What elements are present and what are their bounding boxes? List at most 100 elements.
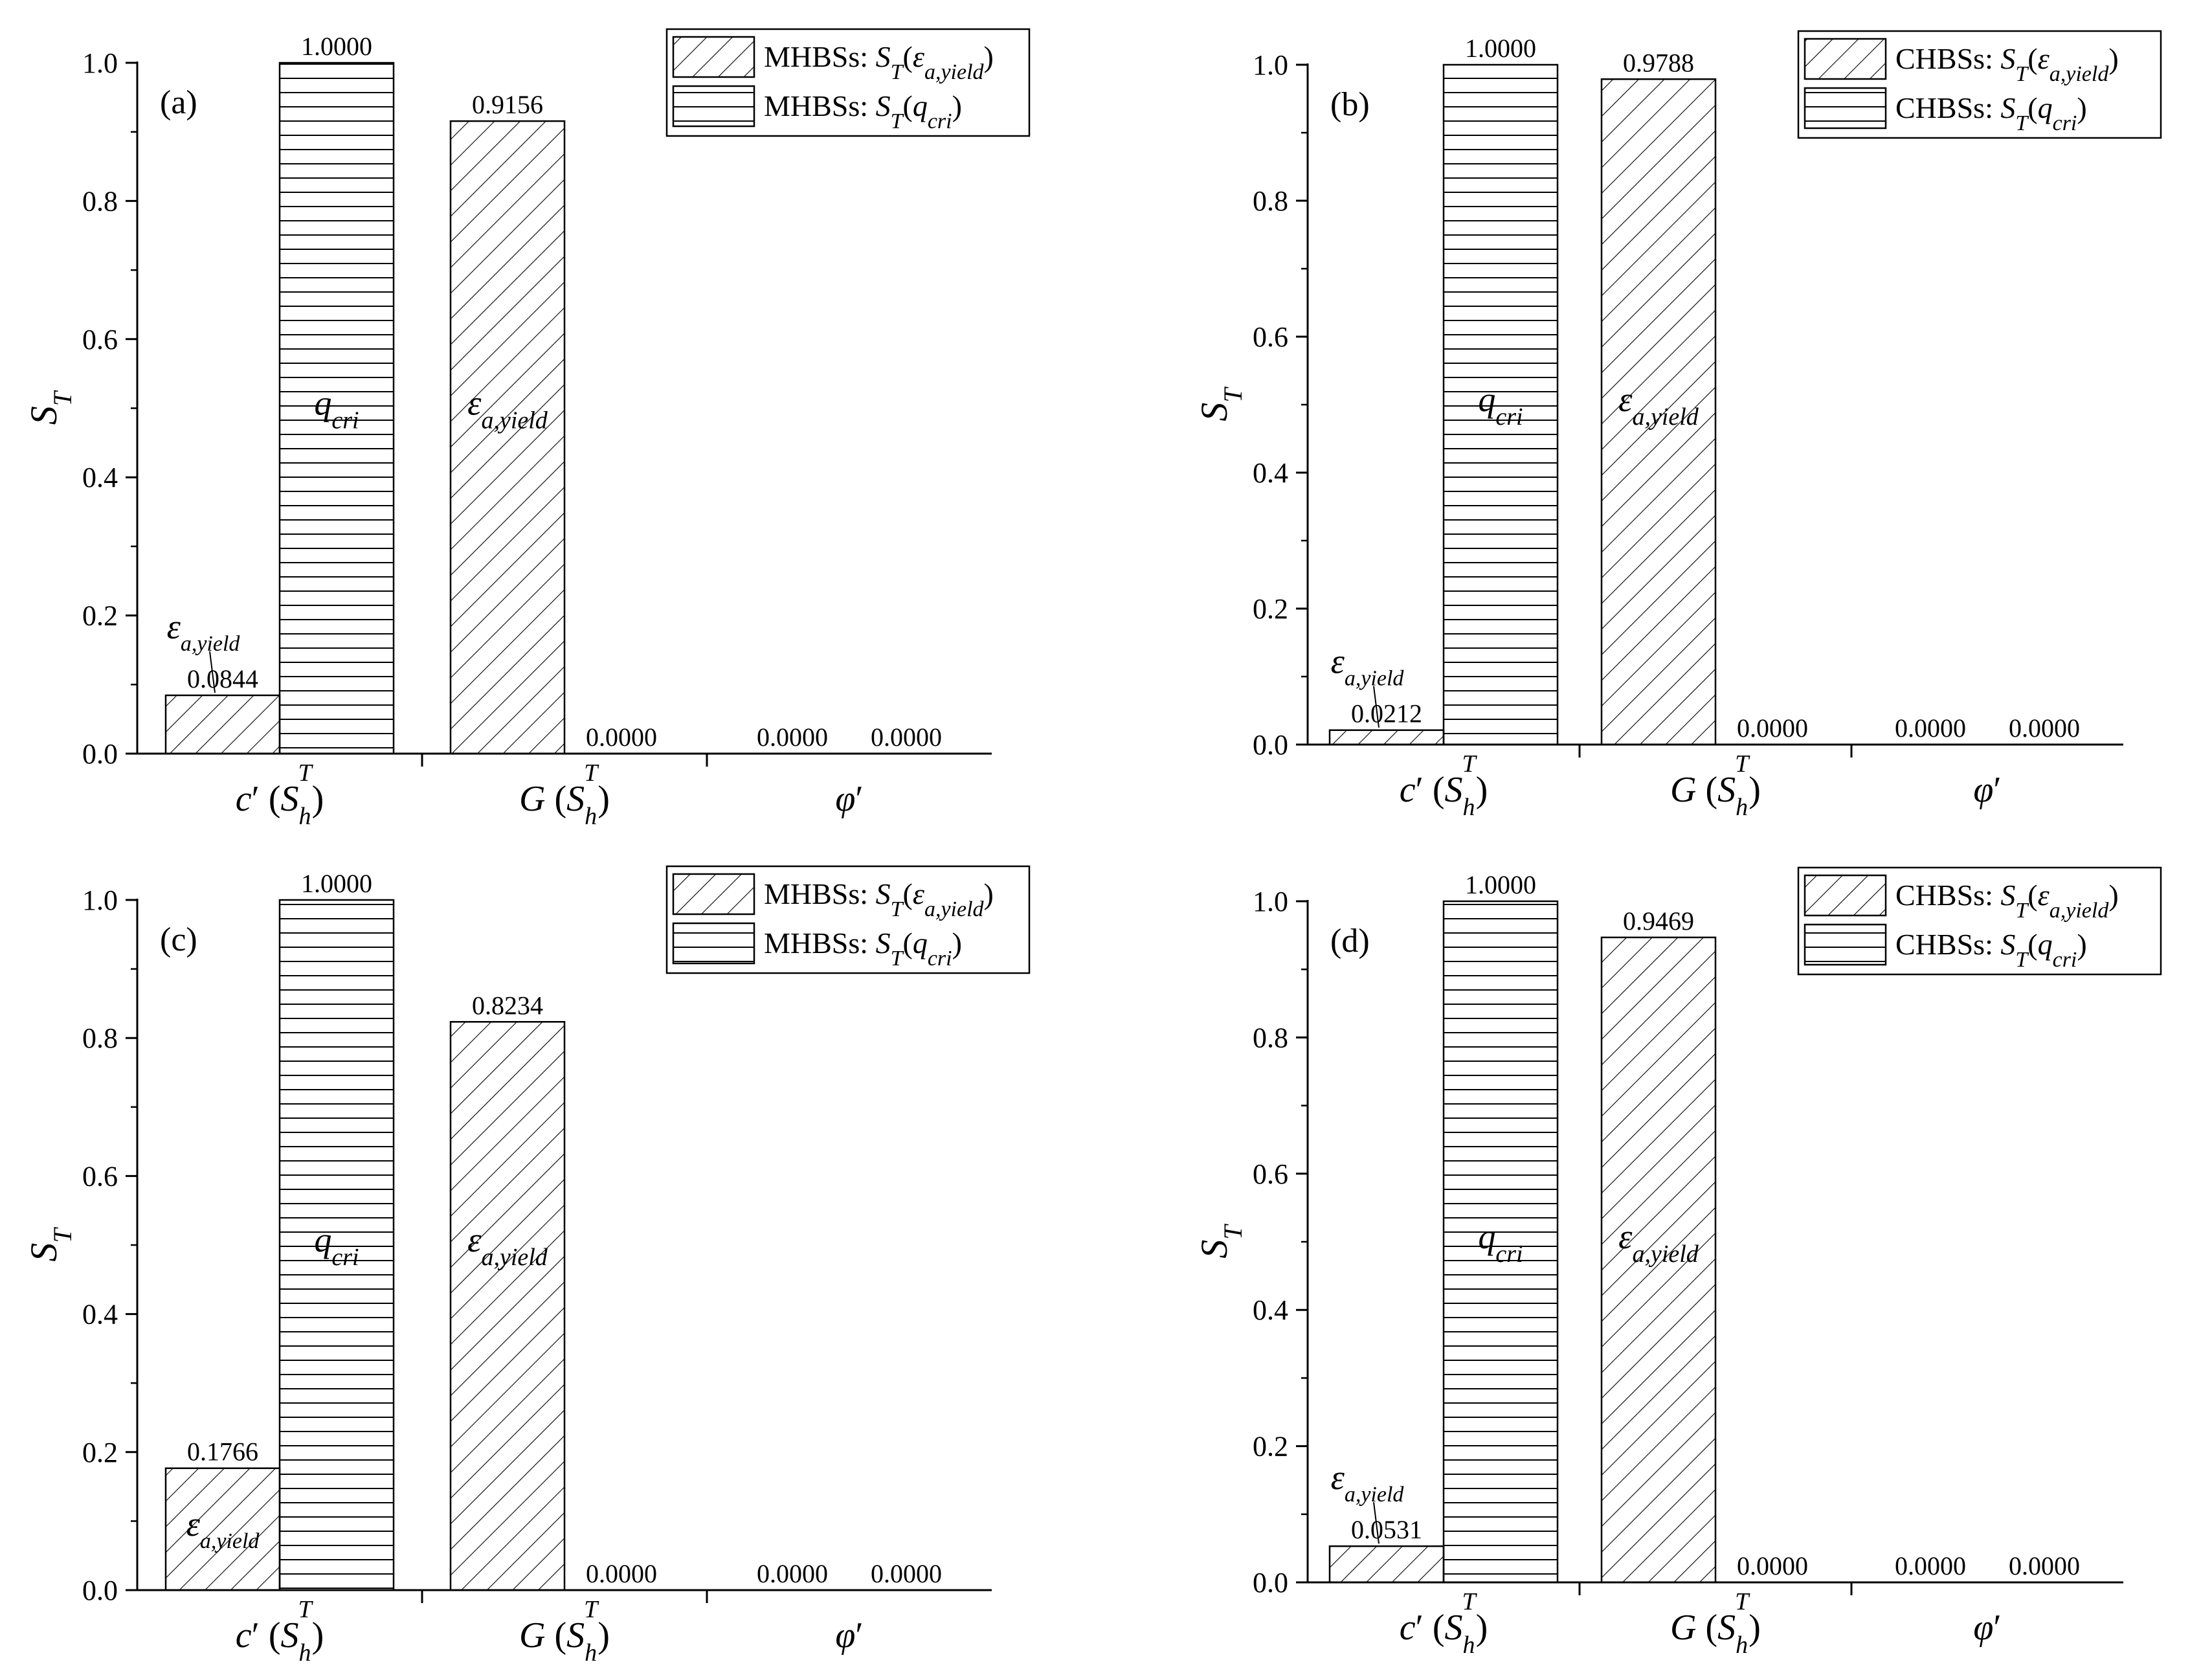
y-tick-label: 0.8: [1253, 1022, 1288, 1053]
data-label: 0.0000: [1737, 713, 1808, 743]
x-tick-label: c′ (ShT): [236, 1596, 324, 1667]
data-label: 0.0000: [1895, 713, 1966, 743]
data-label: 0.0844: [187, 664, 258, 693]
legend-entry: CHBSs: ST(εa,yield): [1895, 879, 2119, 923]
annotation-leader: [1373, 1502, 1380, 1544]
data-label: 1.0000: [1465, 34, 1536, 63]
legend-entry: MHBSs: ST(εa,yield): [764, 40, 994, 84]
data-label: 0.0000: [871, 723, 942, 752]
bar-eps-yield: [164, 694, 281, 755]
y-axis-label: ST: [23, 390, 77, 425]
x-tick-label: φ′: [1973, 1608, 2001, 1648]
bar-q-cri: [278, 62, 395, 755]
bar-q-cri: [1442, 900, 1559, 1584]
x-tick-label: G (ShT): [519, 759, 610, 830]
y-tick-label: 0.8: [82, 185, 118, 217]
bar-eps-yield: [1600, 936, 1717, 1584]
y-tick-label: 0.6: [1253, 1158, 1288, 1190]
y-axis-label: ST: [1193, 387, 1247, 421]
data-label: 0.0000: [586, 723, 657, 752]
annotation-leader: [209, 651, 216, 693]
legend-entry: CHBSs: ST(εa,yield): [1895, 42, 2119, 86]
y-tick-label: 0.4: [82, 462, 118, 493]
y-tick-label: 1.0: [1253, 886, 1288, 917]
chart-panel-d: 0.0 0.2 0.4 0.6 0.8 1.0 ST c′ (ShT) 0.0531 1.0000…: [1193, 866, 2162, 1659]
x-tick-label: c′ (ShT): [236, 759, 324, 830]
bar-eps-yield: [1328, 1545, 1445, 1584]
data-label: 1.0000: [301, 869, 372, 898]
bar-q-cri: [1442, 63, 1559, 746]
x-tick-label: G (ShT): [519, 1596, 610, 1667]
bar-eps-yield: [449, 1021, 566, 1591]
legend-swatch: [672, 85, 755, 128]
x-tick-label: G (ShT): [1670, 1588, 1761, 1659]
y-tick-label: 0.0: [1253, 1567, 1288, 1599]
y-tick-label: 0.4: [82, 1299, 118, 1331]
legend-entry: MHBSs: ST(εa,yield): [764, 877, 994, 921]
bar-q-cri: [278, 899, 395, 1591]
y-tick-label: 0.8: [82, 1022, 118, 1054]
annotation-eps-yield-small: εa,yield: [167, 607, 241, 656]
data-label: 0.0000: [586, 1559, 657, 1588]
data-label: 0.9788: [1623, 48, 1694, 77]
data-label: 0.0000: [757, 723, 828, 752]
chart-panel-b: 0.0 0.2 0.4 0.6 0.8 1.0 ST c′ (ShT) 0.0212 1.0000…: [1193, 30, 2162, 821]
annotation-eps-yield: εa,yield: [467, 384, 548, 434]
annotation-eps-yield: εa,yield: [467, 1220, 548, 1271]
bar-eps-yield: [1328, 729, 1445, 746]
y-tick-label: 0.0: [1253, 729, 1288, 761]
y-tick-label: 0.4: [1253, 457, 1288, 489]
y-tick-label: 0.0: [82, 738, 118, 770]
y-tick-label: 0.6: [82, 1160, 118, 1192]
data-label: 0.0531: [1351, 1515, 1422, 1544]
y-tick-label: 0.2: [1253, 593, 1288, 625]
legend-entry: CHBSs: ST(qcri): [1895, 928, 2087, 972]
legend-swatch: [1804, 87, 1887, 129]
legend-entry: MHBSs: ST(qcri): [764, 89, 962, 133]
legend-entry: MHBSs: ST(qcri): [764, 926, 962, 971]
chart-panel-a: 0.0 0.2 0.4 0.6 0.8 1.0 ST c′ (ShT) 0.0844 1.0000…: [23, 28, 1031, 830]
y-tick-label: 0.2: [1253, 1431, 1288, 1463]
bar-eps-yield: [1600, 78, 1717, 746]
annotation-q-cri: qcri: [1478, 380, 1523, 431]
data-label: 0.0000: [1895, 1551, 1966, 1580]
x-tick-label: c′ (ShT): [1400, 1588, 1488, 1659]
legend-swatch: [672, 922, 755, 965]
bar-eps-yield: [449, 120, 566, 755]
x-tick-label: φ′: [1973, 770, 2001, 810]
annotation-eps-yield: εa,yield: [1618, 380, 1699, 431]
annotation-q-cri: qcri: [314, 384, 359, 434]
data-label: 0.9469: [1623, 906, 1694, 936]
annotation-eps-yield-small: εa,yield: [1331, 1458, 1405, 1507]
data-label: 1.0000: [1465, 870, 1536, 899]
annotation-q-cri: qcri: [314, 1220, 359, 1271]
panel-label: (a): [160, 84, 197, 121]
x-tick-label: G (ShT): [1670, 750, 1761, 821]
y-axis-label: ST: [1193, 1224, 1247, 1259]
data-label: 0.8234: [472, 991, 543, 1020]
y-tick-label: 0.8: [1253, 185, 1288, 217]
annotation-eps-yield: εa,yield: [1618, 1217, 1699, 1268]
panel-label: (b): [1330, 86, 1370, 123]
y-tick-label: 0.4: [1253, 1294, 1288, 1326]
data-label: 1.0000: [301, 32, 372, 61]
data-label: 0.9156: [472, 90, 543, 119]
legend-swatch: [1804, 874, 1887, 917]
y-tick-label: 1.0: [1253, 49, 1288, 81]
y-tick-label: 0.6: [82, 324, 118, 355]
legend-swatch: [1804, 923, 1887, 966]
legend-entry: CHBSs: ST(qcri): [1895, 91, 2087, 135]
data-label: 0.0212: [1351, 699, 1422, 728]
legend-swatch: [672, 36, 755, 78]
data-label: 0.0000: [2009, 713, 2080, 743]
data-label: 0.0000: [757, 1559, 828, 1588]
y-tick-label: 0.6: [1253, 321, 1288, 353]
x-tick-label: φ′: [835, 779, 863, 819]
panel-label: (c): [160, 921, 197, 958]
data-label: 0.0000: [871, 1559, 942, 1588]
panel-label: (d): [1330, 923, 1370, 960]
data-label: 0.1766: [187, 1437, 258, 1466]
data-label: 0.0000: [1737, 1551, 1808, 1580]
x-tick-label: φ′: [835, 1615, 863, 1656]
